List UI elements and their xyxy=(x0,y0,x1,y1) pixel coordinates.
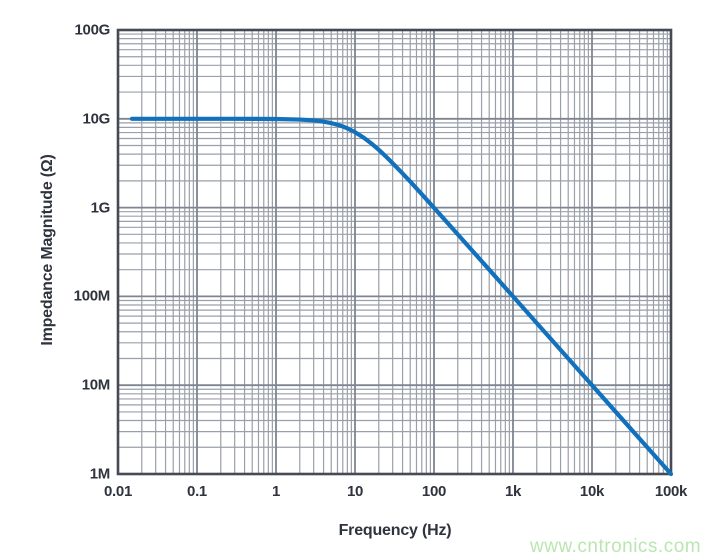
y-tick-label: 1M xyxy=(89,465,111,483)
x-tick-label: 100k xyxy=(654,483,688,500)
y-tick-label: 1G xyxy=(90,199,111,217)
x-tick-label: 10k xyxy=(579,483,605,500)
x-tick-label: 10 xyxy=(346,483,364,500)
x-tick-label: 1 xyxy=(271,483,281,500)
x-tick-label: 0.1 xyxy=(187,483,207,500)
watermark-text: www.cntronics.com xyxy=(530,536,702,557)
x-tick-label: 1k xyxy=(504,483,522,500)
y-tick-label: 10M xyxy=(81,376,111,394)
y-axis-title: Impedance Magnitude (Ω) xyxy=(39,154,56,346)
y-tick-label: 100M xyxy=(73,287,111,305)
plot-frame xyxy=(116,28,673,476)
impedance-curve xyxy=(129,116,674,477)
x-tick-label: 0.01 xyxy=(104,483,132,500)
y-tick-label: 10G xyxy=(82,110,111,128)
y-tick-label: 100G xyxy=(74,21,111,39)
x-tick-label: 100 xyxy=(421,483,447,500)
x-axis-title: Frequency (Hz) xyxy=(338,522,452,539)
